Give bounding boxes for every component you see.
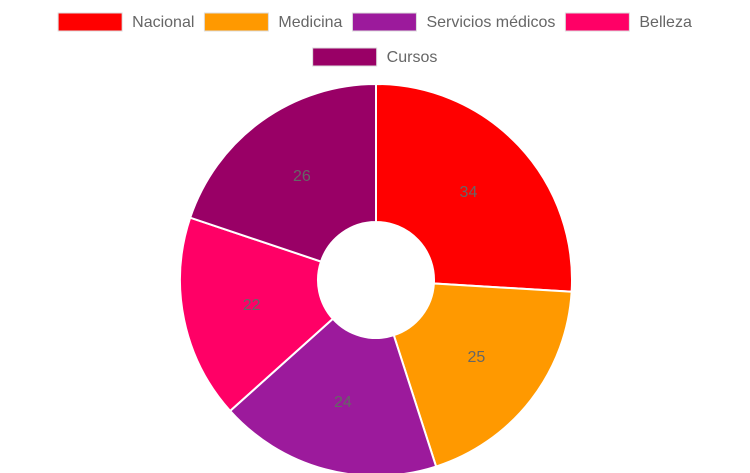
legend-label[interactable]: Servicios médicos bbox=[426, 14, 555, 31]
legend-label[interactable]: Cursos bbox=[387, 49, 438, 66]
legend-swatch[interactable] bbox=[312, 47, 378, 67]
doughnut-slice bbox=[179, 216, 335, 413]
data-label: 25 bbox=[467, 349, 485, 366]
legend-swatch[interactable] bbox=[351, 12, 417, 32]
data-label: 22 bbox=[243, 297, 261, 314]
doughnut-slice bbox=[188, 82, 377, 263]
legend-label[interactable]: Medicina bbox=[278, 14, 342, 31]
legend-swatch[interactable] bbox=[564, 12, 630, 32]
data-label: 24 bbox=[334, 394, 352, 411]
legend-label[interactable]: Belleza bbox=[639, 14, 692, 31]
legend-swatch[interactable] bbox=[203, 12, 269, 32]
data-label: 34 bbox=[460, 184, 478, 201]
legend-swatch[interactable] bbox=[57, 12, 123, 32]
doughnut-slice bbox=[228, 317, 438, 473]
doughnut-slice bbox=[392, 282, 573, 468]
legend-label[interactable]: Nacional bbox=[132, 14, 194, 31]
doughnut-slice bbox=[375, 82, 573, 293]
data-label: 26 bbox=[293, 168, 311, 185]
